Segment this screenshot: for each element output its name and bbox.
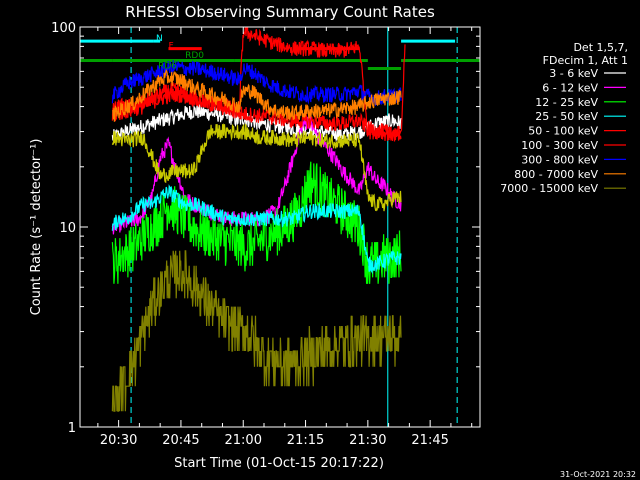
x-axis-label: Start Time (01-Oct-15 20:17:22) [174,456,384,471]
legend-label-4: 50 - 100 keV [528,125,598,138]
series-line-4 [111,27,406,142]
series-line-5 [111,87,402,141]
y-tick-label-0: 1 [68,421,76,436]
x-tick-label-2: 21:00 [225,433,262,448]
x-tick-label-5: 21:45 [411,433,448,448]
legend-label-8: 7000 - 15000 keV [500,182,598,195]
annotation-1: F [168,42,173,52]
legend-label-7: 800 - 7000 keV [514,168,598,181]
annotation-0: N [156,34,163,44]
x-tick-label-1: 20:45 [162,433,199,448]
series-line-2 [111,161,402,284]
series-line-9 [111,123,402,212]
series-line-6 [111,60,402,106]
y-tick-label-2: 100 [51,21,76,36]
annotation-3: RD6 [158,62,177,72]
annotation-2: RD0 [185,51,204,61]
series-line-8 [111,250,402,412]
legend-label-6: 300 - 800 keV [521,153,598,166]
x-tick-label-4: 21:30 [349,433,386,448]
date-stamp: 31-Oct-2021 20:32 [560,470,636,479]
legend-label-0: 3 - 6 keV [549,67,598,80]
y-axis-label: Count Rate (s⁻¹ detector⁻¹) [29,139,44,316]
y-tick-label-1: 10 [59,221,76,236]
legend-label-2: 12 - 25 keV [535,96,598,109]
x-tick-label-0: 20:30 [100,433,137,448]
series-line-7 [112,68,402,122]
legend-label-1: 6 - 12 keV [542,81,598,94]
legend-label-3: 25 - 50 keV [535,110,598,123]
series-line-0 [111,104,402,143]
legend-header-1: FDecim 1, Att 1 [543,54,628,67]
legend-header-0: Det 1,5,7, [573,41,628,54]
chart-title: RHESSI Observing Summary Count Rates [125,3,435,21]
series-line-3 [111,184,402,275]
x-tick-label-3: 21:15 [287,433,324,448]
legend-label-5: 100 - 300 keV [521,139,598,152]
